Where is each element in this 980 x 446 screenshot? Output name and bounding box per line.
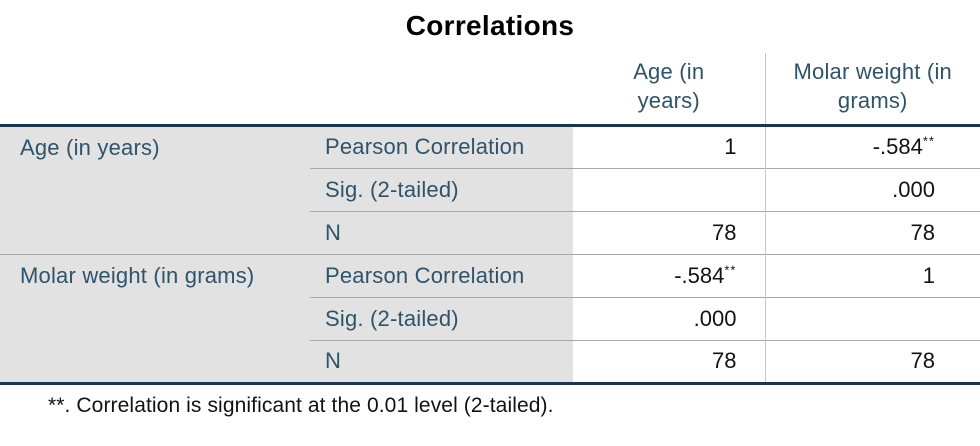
- cell-value: .000: [892, 176, 935, 202]
- cell-value: .000: [693, 305, 737, 331]
- cell-value: -.584: [872, 134, 923, 159]
- table-header: Age (in years) Molar weight (in grams): [0, 53, 980, 127]
- cell-value: 78: [910, 219, 935, 245]
- header-stub-spacer: [0, 53, 310, 127]
- value-cell: 1: [764, 253, 980, 297]
- table-row: N 78 78: [0, 210, 980, 254]
- value-cell: [573, 167, 765, 211]
- stat-label: N: [310, 339, 573, 385]
- header-row: Age (in years) Molar weight (in grams): [0, 53, 980, 127]
- value-cell: -.584**: [764, 125, 980, 168]
- table-row: Sig. (2-tailed) .000: [0, 296, 980, 340]
- column-header-molar-weight: Molar weight (in grams): [764, 53, 980, 127]
- value-cell: -.584**: [573, 253, 765, 297]
- value-cell: .000: [764, 167, 980, 211]
- value-cell: 78: [764, 339, 980, 385]
- page-title: Correlations: [405, 10, 575, 41]
- stat-label: Sig. (2-tailed): [310, 296, 573, 340]
- header-stat-spacer: [310, 53, 573, 127]
- value-cell: .000: [573, 296, 765, 340]
- table-row: Sig. (2-tailed) .000: [0, 167, 980, 211]
- row-group-label-molar-weight: Molar weight (in grams): [0, 253, 310, 385]
- significance-footnote: **. Correlation is significant at the 0.…: [48, 393, 554, 417]
- value-cell: 1: [573, 125, 765, 168]
- significance-superscript: **: [922, 133, 935, 149]
- correlations-table: Age (in years) Molar weight (in grams) A…: [0, 53, 980, 385]
- significance-superscript: **: [724, 262, 737, 278]
- row-group-label-age: Age (in years): [0, 125, 310, 254]
- cell-value: 78: [712, 219, 737, 245]
- column-header-age: Age (in years): [573, 53, 765, 127]
- table-row: N 78 78: [0, 339, 980, 385]
- stat-label: Sig. (2-tailed): [310, 167, 573, 211]
- table-body: Age (in years) Pearson Correlation 1 -.5…: [0, 125, 980, 385]
- stat-label: Pearson Correlation: [310, 125, 573, 168]
- value-cell: [764, 296, 980, 340]
- cell-value: 78: [712, 348, 737, 373]
- cell-value: 78: [910, 348, 935, 373]
- cell-value: 1: [724, 134, 737, 159]
- table-row: Age (in years) Pearson Correlation 1 -.5…: [0, 125, 980, 254]
- stat-label: Pearson Correlation: [310, 253, 573, 297]
- cell-value: 1: [922, 262, 935, 288]
- value-cell: 78: [764, 210, 980, 254]
- table-row: Molar weight (in grams) Pearson Correlat…: [0, 253, 980, 385]
- stat-label: N: [310, 210, 573, 254]
- value-cell: 78: [573, 210, 765, 254]
- value-cell: 78: [573, 339, 765, 385]
- cell-value: -.584: [674, 262, 725, 288]
